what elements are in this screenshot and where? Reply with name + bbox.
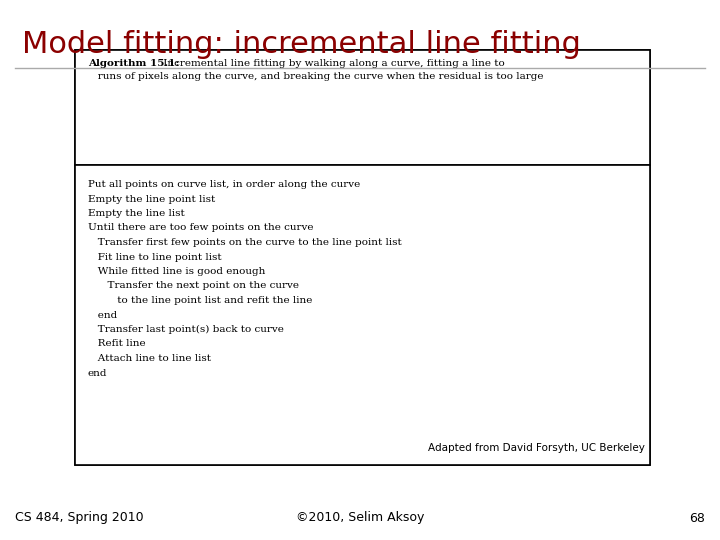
Text: While fitted line is good enough: While fitted line is good enough: [88, 267, 266, 276]
Text: Fit line to line point list: Fit line to line point list: [88, 253, 222, 261]
Text: to the line point list and refit the line: to the line point list and refit the lin…: [88, 296, 312, 305]
Text: end: end: [88, 368, 107, 377]
Text: Refit line: Refit line: [88, 340, 145, 348]
Bar: [75, 50, 650, 165]
Text: Model fitting: incremental line fitting: Model fitting: incremental line fitting: [22, 30, 581, 59]
Text: ©2010, Selim Aksoy: ©2010, Selim Aksoy: [296, 511, 424, 524]
Bar: [75, 50, 650, 465]
Text: Transfer the next point on the curve: Transfer the next point on the curve: [88, 281, 299, 291]
Text: Empty the line list: Empty the line list: [88, 209, 185, 218]
Text: Empty the line point list: Empty the line point list: [88, 194, 215, 204]
Bar: [75, 165, 650, 465]
Text: Until there are too few points on the curve: Until there are too few points on the cu…: [88, 224, 313, 233]
Text: end: end: [88, 310, 117, 320]
Text: Put all points on curve list, in order along the curve: Put all points on curve list, in order a…: [88, 180, 360, 189]
Text: 68: 68: [689, 511, 705, 524]
Text: Algorithm 15.1:: Algorithm 15.1:: [88, 59, 179, 68]
Text: Incremental line fitting by walking along a curve, fitting a line to: Incremental line fitting by walking alon…: [160, 59, 505, 68]
Text: Transfer last point(s) back to curve: Transfer last point(s) back to curve: [88, 325, 284, 334]
Text: CS 484, Spring 2010: CS 484, Spring 2010: [15, 511, 143, 524]
Text: Transfer first few points on the curve to the line point list: Transfer first few points on the curve t…: [88, 238, 402, 247]
Text: runs of pixels along the curve, and breaking the curve when the residual is too : runs of pixels along the curve, and brea…: [88, 72, 544, 81]
Text: Adapted from David Forsyth, UC Berkeley: Adapted from David Forsyth, UC Berkeley: [428, 443, 645, 453]
Text: Attach line to line list: Attach line to line list: [88, 354, 211, 363]
